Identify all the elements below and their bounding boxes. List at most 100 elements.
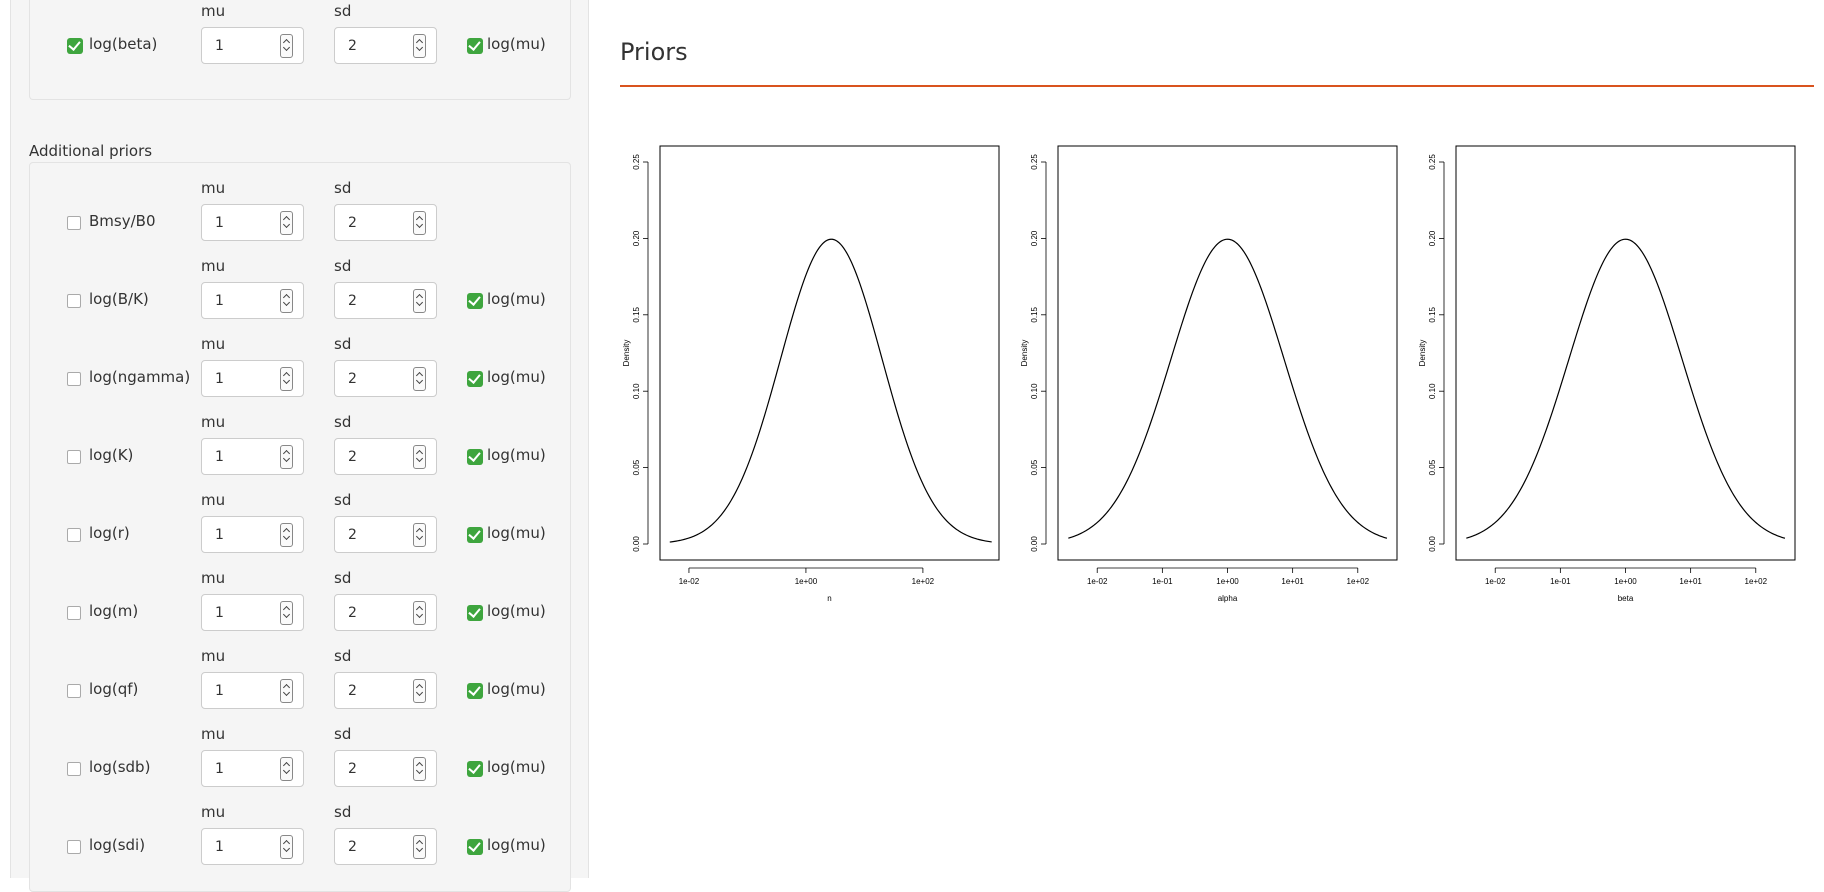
log-sdi-sd-input[interactable]: 2: [334, 828, 437, 865]
number-spinner[interactable]: [280, 367, 293, 391]
number-spinner[interactable]: [280, 34, 293, 58]
log-sdb-sd-input[interactable]: 2: [334, 750, 437, 787]
mu-label: mu: [201, 179, 226, 197]
number-spinner[interactable]: [413, 757, 426, 781]
log-sdi-checkbox[interactable]: [67, 840, 81, 854]
sd-label: sd: [334, 725, 352, 743]
log-m-checkbox[interactable]: [67, 606, 81, 620]
chevron-down-icon[interactable]: [415, 376, 424, 385]
log-r-checkbox[interactable]: [67, 528, 81, 542]
number-spinner[interactable]: [280, 445, 293, 469]
log-b-k-checkbox[interactable]: [67, 294, 81, 308]
number-spinner[interactable]: [413, 34, 426, 58]
prior-row-log-k: log(K) mu sd 1 2 log(mu): [30, 409, 570, 487]
chevron-down-icon[interactable]: [282, 376, 291, 385]
log-qf-sd-input[interactable]: 2: [334, 672, 437, 709]
chevron-down-icon[interactable]: [282, 844, 291, 853]
chevron-down-icon[interactable]: [282, 610, 291, 619]
y-tick-label: 0.10: [1428, 383, 1437, 399]
bmsy-b0-checkbox[interactable]: [67, 216, 81, 230]
log-b-k-mu-input[interactable]: 1: [201, 282, 304, 319]
log-b-k-sd-input[interactable]: 2: [334, 282, 437, 319]
log-ngamma-sd-input[interactable]: 2: [334, 360, 437, 397]
number-spinner[interactable]: [413, 523, 426, 547]
log-m-mu-input[interactable]: 1: [201, 594, 304, 631]
y-tick-label: 0.15: [1030, 306, 1039, 322]
log-m-sd-input[interactable]: 2: [334, 594, 437, 631]
chevron-down-icon[interactable]: [282, 454, 291, 463]
chevron-down-icon[interactable]: [415, 220, 424, 229]
log-k-checkbox[interactable]: [67, 450, 81, 464]
number-spinner[interactable]: [280, 523, 293, 547]
chevron-down-icon[interactable]: [282, 298, 291, 307]
log-m-logmu-checkbox[interactable]: [467, 605, 483, 621]
log-sdb-logmu-checkbox[interactable]: [467, 761, 483, 777]
sd-value: 2: [348, 683, 357, 699]
bmsy-b0-sd-input[interactable]: 2: [334, 204, 437, 241]
log-ngamma-checkbox[interactable]: [67, 372, 81, 386]
log-sdi-mu-input[interactable]: 1: [201, 828, 304, 865]
chevron-down-icon[interactable]: [415, 844, 424, 853]
number-spinner[interactable]: [413, 601, 426, 625]
prior-plot-beta: 0.00 0.05 0.10 0.15 0.20 0.25 Density 1e-02 1e-0…: [1416, 118, 1796, 628]
sd-label: sd: [334, 257, 352, 275]
number-spinner[interactable]: [413, 289, 426, 313]
y-axis-label: Density: [622, 340, 631, 367]
number-spinner[interactable]: [413, 835, 426, 859]
log-beta-logmu-checkbox[interactable]: [467, 38, 483, 54]
number-spinner[interactable]: [280, 757, 293, 781]
number-spinner[interactable]: [413, 211, 426, 235]
log-beta-checkbox[interactable]: [67, 38, 83, 54]
log-qf-mu-input[interactable]: 1: [201, 672, 304, 709]
number-spinner[interactable]: [413, 445, 426, 469]
log-sdb-mu-input[interactable]: 1: [201, 750, 304, 787]
number-spinner[interactable]: [280, 679, 293, 703]
chevron-down-icon[interactable]: [415, 766, 424, 775]
chevron-down-icon[interactable]: [415, 688, 424, 697]
chevron-down-icon[interactable]: [282, 766, 291, 775]
chevron-down-icon[interactable]: [415, 43, 424, 52]
log-r-sd-input[interactable]: 2: [334, 516, 437, 553]
chevron-down-icon[interactable]: [282, 688, 291, 697]
log-r-mu-input[interactable]: 1: [201, 516, 304, 553]
chevron-down-icon[interactable]: [415, 454, 424, 463]
mu-label: mu: [201, 2, 226, 20]
bmsy-b0-mu-input[interactable]: 1: [201, 204, 304, 241]
log-qf-checkbox[interactable]: [67, 684, 81, 698]
log-beta-sd-input[interactable]: 2: [334, 27, 437, 64]
log-sdb-label: log(sdb): [89, 758, 151, 776]
log-r-logmu-checkbox[interactable]: [467, 527, 483, 543]
plot-frame: [1455, 145, 1796, 561]
chevron-down-icon[interactable]: [415, 532, 424, 541]
prior-row-log-sdb: log(sdb) mu sd 1 2 log(mu): [30, 721, 570, 799]
number-spinner[interactable]: [280, 289, 293, 313]
y-tick-label: 0.05: [632, 459, 641, 475]
log-qf-logmu-checkbox[interactable]: [467, 683, 483, 699]
log-ngamma-mu-input[interactable]: 1: [201, 360, 304, 397]
number-spinner[interactable]: [280, 601, 293, 625]
log-qf-label: log(qf): [89, 680, 139, 698]
chevron-down-icon[interactable]: [282, 532, 291, 541]
log-k-sd-input[interactable]: 2: [334, 438, 437, 475]
number-spinner[interactable]: [280, 211, 293, 235]
log-sdi-logmu-checkbox[interactable]: [467, 839, 483, 855]
mu-value: 1: [215, 215, 224, 231]
number-spinner[interactable]: [413, 367, 426, 391]
chevron-down-icon[interactable]: [282, 43, 291, 52]
mu-value: 1: [215, 449, 224, 465]
log-ngamma-logmu-checkbox[interactable]: [467, 371, 483, 387]
log-k-logmu-checkbox[interactable]: [467, 449, 483, 465]
chevron-down-icon[interactable]: [415, 298, 424, 307]
log-sdb-checkbox[interactable]: [67, 762, 81, 776]
log-b-k-logmu-checkbox[interactable]: [467, 293, 483, 309]
number-spinner[interactable]: [413, 679, 426, 703]
log-k-mu-input[interactable]: 1: [201, 438, 304, 475]
chevron-down-icon[interactable]: [415, 610, 424, 619]
log-b-k-label: log(B/K): [89, 290, 149, 308]
chevron-down-icon[interactable]: [282, 220, 291, 229]
log-beta-mu-input[interactable]: 1: [201, 27, 304, 64]
y-tick-label: 0.15: [1428, 306, 1437, 322]
x-tick-label: 1e+02: [1347, 577, 1370, 586]
number-spinner[interactable]: [280, 835, 293, 859]
x-tick-label: 1e-01: [1152, 577, 1173, 586]
